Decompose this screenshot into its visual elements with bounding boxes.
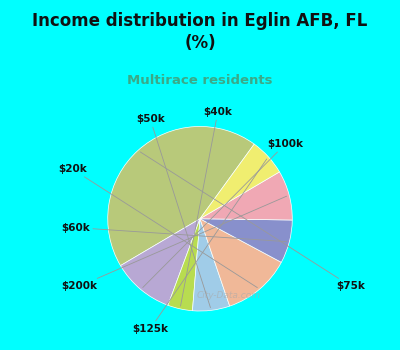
Wedge shape (168, 219, 200, 311)
Text: $40k: $40k (180, 107, 232, 306)
Text: Multirace residents: Multirace residents (127, 74, 273, 86)
Text: $125k: $125k (132, 159, 267, 334)
Text: Income distribution in Eglin AFB, FL
(%): Income distribution in Eglin AFB, FL (%) (32, 12, 368, 52)
Wedge shape (120, 219, 200, 305)
Text: $50k: $50k (136, 114, 210, 308)
Wedge shape (200, 219, 281, 306)
Text: $200k: $200k (61, 196, 287, 291)
Wedge shape (200, 219, 292, 262)
Text: $100k: $100k (143, 139, 303, 288)
Wedge shape (200, 172, 292, 220)
Wedge shape (108, 126, 254, 266)
Text: $75k: $75k (140, 152, 365, 291)
Text: $60k: $60k (62, 223, 286, 241)
Wedge shape (200, 144, 280, 219)
Text: $20k: $20k (58, 164, 257, 288)
Wedge shape (192, 219, 230, 311)
Text: City-Data.com: City-Data.com (196, 291, 260, 300)
